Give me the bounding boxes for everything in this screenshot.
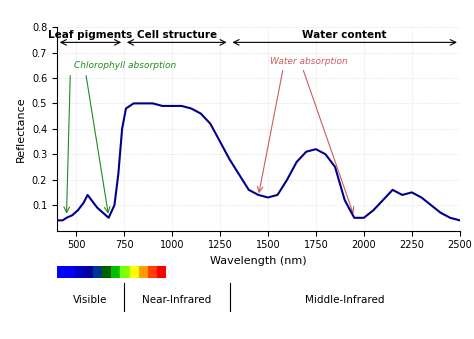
Bar xyxy=(129,266,138,278)
Bar xyxy=(57,266,66,278)
Bar xyxy=(93,266,102,278)
Bar xyxy=(148,266,157,278)
Text: Visible: Visible xyxy=(73,295,108,304)
Bar xyxy=(111,266,120,278)
X-axis label: Wavelength (nm): Wavelength (nm) xyxy=(210,256,307,266)
Text: Near-Infrared: Near-Infrared xyxy=(142,295,211,304)
Bar xyxy=(102,266,111,278)
Bar xyxy=(157,266,166,278)
Bar xyxy=(66,266,75,278)
Text: Middle-Infrared: Middle-Infrared xyxy=(305,295,384,304)
Bar xyxy=(120,266,129,278)
Text: Water content: Water content xyxy=(302,30,387,40)
Y-axis label: Reflectance: Reflectance xyxy=(16,96,26,162)
Bar xyxy=(75,266,84,278)
Bar xyxy=(84,266,93,278)
Text: Leaf pigments: Leaf pigments xyxy=(48,30,133,40)
Bar xyxy=(138,266,148,278)
Text: Water absorption: Water absorption xyxy=(270,57,347,66)
Text: Chlorophyll absorption: Chlorophyll absorption xyxy=(74,61,176,70)
Text: Cell structure: Cell structure xyxy=(137,30,217,40)
